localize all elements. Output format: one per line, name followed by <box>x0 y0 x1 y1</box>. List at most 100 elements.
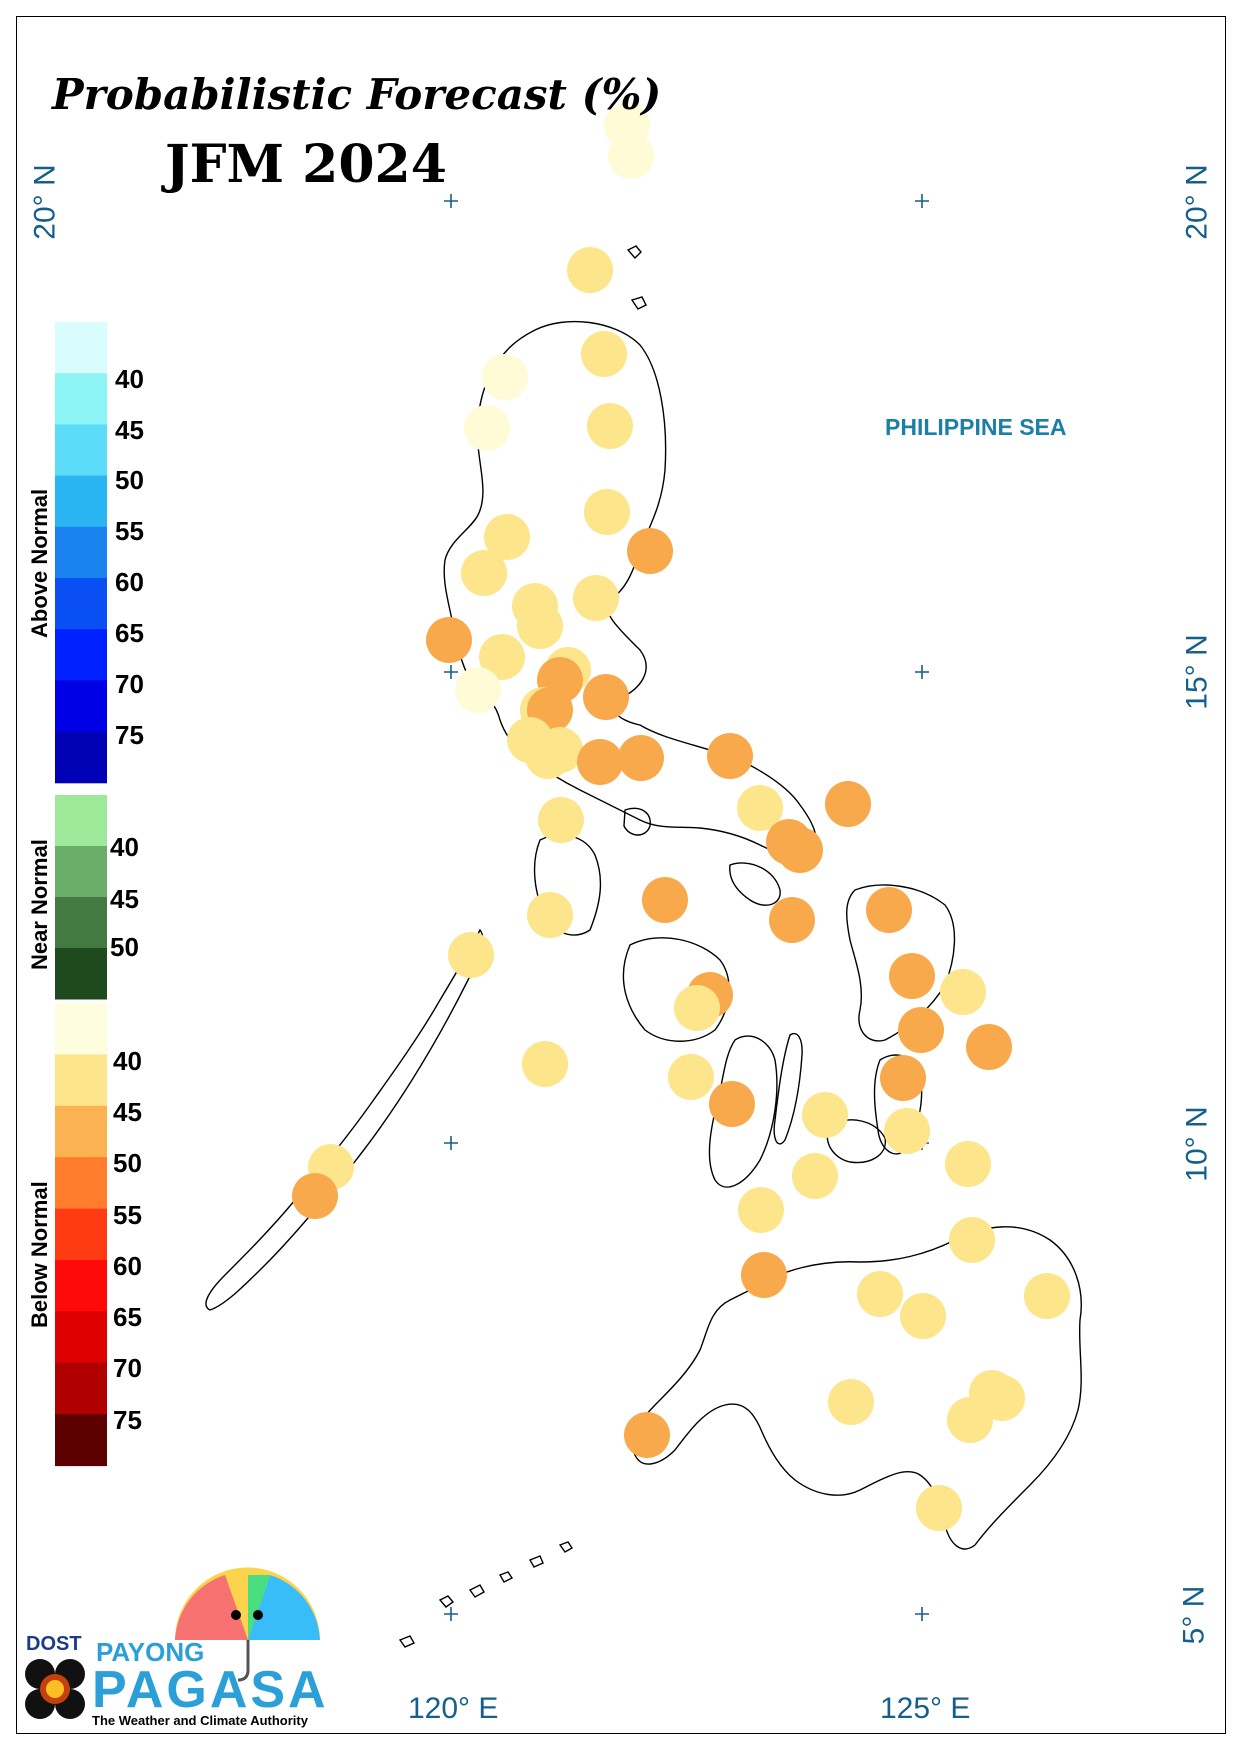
legend-swatch-below-normal-7 <box>55 1362 107 1415</box>
legend-above-tick: 40 <box>115 364 144 394</box>
station-marker <box>538 797 584 843</box>
station-marker <box>741 1252 787 1298</box>
legend-swatch-near-normal-1 <box>55 846 107 898</box>
legend-swatch-above-normal-3 <box>55 475 107 528</box>
legend-below-tick: 60 <box>113 1251 142 1281</box>
station-marker <box>802 1092 848 1138</box>
station-marker <box>707 733 753 779</box>
legend-swatch-below-normal-2 <box>55 1105 107 1158</box>
station-marker <box>484 514 530 560</box>
station-marker <box>866 887 912 933</box>
station-marker <box>857 1271 903 1317</box>
lat-label-5-right: 5° N <box>1177 1585 1211 1645</box>
legend-below-tick: 50 <box>113 1148 142 1178</box>
forecast-period: JFM 2024 <box>165 134 447 195</box>
station-marker <box>947 1397 993 1443</box>
station-marker <box>737 785 783 831</box>
legend-near-tick: 45 <box>110 884 139 914</box>
pagasa-logo-mark <box>175 1567 320 1682</box>
station-marker <box>527 892 573 938</box>
station-marker <box>880 1055 926 1101</box>
station-marker <box>567 247 613 293</box>
station-marker <box>426 617 472 663</box>
station-marker <box>949 1217 995 1263</box>
dost-logo-mark <box>25 1659 85 1719</box>
station-marker <box>464 405 510 451</box>
legend-swatch-above-normal-1 <box>55 373 107 425</box>
legend-near-normal-label: Near Normal <box>27 839 52 970</box>
legend-swatch-below-normal-5 <box>55 1260 107 1312</box>
station-marker <box>479 634 525 680</box>
legend-swatch-above-normal-8 <box>55 731 107 784</box>
map-frame <box>16 16 1226 1734</box>
station-marker <box>674 985 720 1031</box>
station-marker <box>573 575 619 621</box>
station-marker <box>584 489 630 535</box>
legend-swatch-above-normal-4 <box>55 526 107 579</box>
station-marker <box>618 735 664 781</box>
lat-label-20-left: 20° N <box>28 164 62 240</box>
station-marker <box>668 1054 714 1100</box>
station-marker <box>900 1293 946 1339</box>
legend-near-tick: 40 <box>110 832 139 862</box>
station-marker <box>738 1187 784 1233</box>
legend-swatch-below-normal-0 <box>55 1003 107 1055</box>
legend-near-tick: 50 <box>110 932 139 962</box>
station-marker <box>583 674 629 720</box>
payong-logo-text: PAYONG <box>96 1637 205 1667</box>
station-marker <box>889 953 935 999</box>
legend-above-tick: 50 <box>115 465 144 495</box>
legend-above-tick: 75 <box>115 720 144 750</box>
lon-label-120: 120° E <box>408 1692 499 1725</box>
legend-swatch-below-normal-3 <box>55 1157 107 1210</box>
station-marker <box>642 877 688 923</box>
legend-above-tick: 45 <box>115 415 144 445</box>
station-marker <box>777 827 823 873</box>
legend-swatch-above-normal-0 <box>55 322 107 374</box>
station-marker <box>608 133 654 179</box>
lat-label-10-right: 10° N <box>1180 1106 1214 1182</box>
station-marker <box>577 739 623 785</box>
station-marker <box>587 403 633 449</box>
station-marker <box>624 1412 670 1458</box>
legend-below-tick: 45 <box>113 1097 142 1127</box>
legend-swatch-below-normal-1 <box>55 1054 107 1107</box>
station-marker <box>916 1485 962 1531</box>
station-marker <box>627 528 673 574</box>
station-marker <box>884 1108 930 1154</box>
legend-swatch-above-normal-7 <box>55 680 107 733</box>
logo-tagline: The Weather and Climate Authority <box>92 1713 308 1728</box>
station-marker <box>898 1007 944 1053</box>
station-marker <box>517 603 563 649</box>
station-marker <box>1024 1273 1070 1319</box>
legend-swatch-near-normal-3 <box>55 948 107 1000</box>
legend-swatch-above-normal-2 <box>55 424 107 477</box>
legend-above-tick: 55 <box>115 516 144 546</box>
station-marker <box>792 1153 838 1199</box>
station-marker <box>522 1041 568 1087</box>
legend-below-tick: 65 <box>113 1302 142 1332</box>
legend-swatches <box>55 322 107 1467</box>
legend-swatch-above-normal-5 <box>55 578 107 630</box>
station-marker <box>455 667 501 713</box>
lat-label-15-right: 15° N <box>1180 634 1214 710</box>
sea-label: PHILIPPINE SEA <box>885 414 1067 440</box>
legend-above-tick: 65 <box>115 618 144 648</box>
station-marker <box>448 932 494 978</box>
lon-label-125: 125° E <box>880 1692 971 1725</box>
station-marker <box>825 781 871 827</box>
station-marker <box>940 969 986 1015</box>
legend-swatch-near-normal-2 <box>55 897 107 949</box>
legend-swatch-near-normal-0 <box>55 795 107 847</box>
station-marker <box>966 1024 1012 1070</box>
station-marker <box>769 897 815 943</box>
legend-below-tick: 40 <box>113 1046 142 1076</box>
legend-below-tick: 55 <box>113 1200 142 1230</box>
station-marker <box>292 1173 338 1219</box>
legend-above-normal-label: Above Normal <box>27 488 52 638</box>
legend-below-tick: 70 <box>113 1353 142 1383</box>
forecast-stations <box>292 103 1070 1531</box>
station-marker <box>581 331 627 377</box>
station-marker <box>525 733 571 779</box>
